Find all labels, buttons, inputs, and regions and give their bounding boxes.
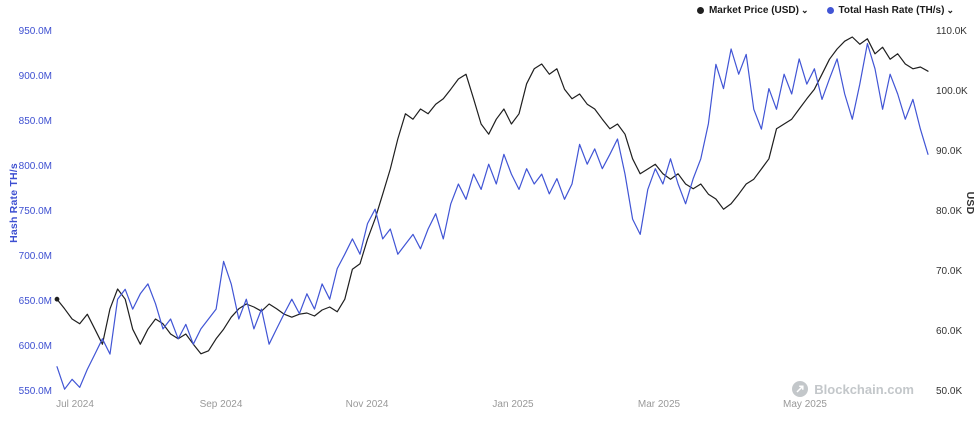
legend-item-market-price[interactable]: Market Price (USD) ⌄ (696, 5, 809, 16)
right-axis-tick-label: 100.0K (936, 86, 968, 97)
left-axis-tick-label: 750.0M (19, 206, 52, 217)
left-axis-title: Hash Rate TH/s (8, 163, 20, 243)
right-axis-tick-label: 110.0K (936, 26, 967, 37)
left-axis-tick-label: 950.0M (19, 26, 52, 37)
right-axis-tick-label: 90.0K (936, 146, 962, 157)
legend: Market Price (USD) ⌄ Total Hash Rate (TH… (696, 5, 954, 16)
right-axis-tick-label: 50.0K (936, 386, 962, 397)
market-price-series-line (56, 36, 929, 355)
left-axis-tick-label: 900.0M (19, 71, 52, 82)
left-axis-tick-label: 800.0M (19, 161, 52, 172)
x-axis-tick-label: Nov 2024 (346, 399, 389, 410)
left-axis-tick-label: 850.0M (19, 116, 52, 127)
chevron-down-icon: ⌄ (800, 5, 809, 15)
blockchain-logo-icon (792, 381, 809, 397)
right-axis-title: USD (964, 191, 976, 215)
left-axis-tick-label: 550.0M (19, 386, 52, 397)
right-axis-tick-label: 70.0K (936, 266, 962, 277)
market-price-start-marker (54, 296, 60, 302)
x-axis-tick-label: May 2025 (783, 399, 827, 410)
x-axis-tick-label: Jul 2024 (56, 399, 94, 410)
legend-label-market-price: Market Price (USD) (708, 5, 799, 16)
x-axis-tick-label: Mar 2025 (638, 399, 681, 410)
x-axis-tick-label: Sep 2024 (200, 399, 243, 410)
right-axis-tick-label: 60.0K (936, 326, 962, 337)
right-axis-tick-label: 80.0K (936, 206, 962, 217)
watermark-text: Blockchain.com (814, 381, 914, 397)
x-axis-tick-label: Jan 2025 (492, 399, 534, 410)
market-price-dot-icon (696, 7, 704, 14)
legend-item-total-hash-rate[interactable]: Total Hash Rate (TH/s) ⌄ (826, 5, 954, 16)
left-axis-tick-label: 600.0M (19, 341, 52, 352)
chevron-down-icon: ⌄ (946, 5, 954, 15)
left-axis-tick-label: 700.0M (19, 251, 52, 262)
watermark: Blockchain.com (792, 381, 914, 397)
left-axis-tick-label: 650.0M (19, 296, 52, 307)
legend-label-total-hash-rate: Total Hash Rate (TH/s) (838, 5, 945, 16)
hash-rate-series-line (56, 43, 929, 390)
hash-rate-dot-icon (826, 7, 834, 14)
